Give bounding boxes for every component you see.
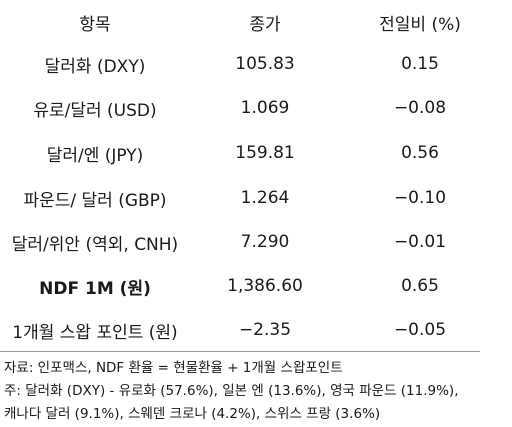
table-row: 달러화 (DXY) 105.83 0.15 [0, 42, 512, 86]
row-item: 파운드/ 달러 (GBP) [23, 190, 167, 211]
table-row: 파운드/ 달러 (GBP) 1.264 −0.10 [0, 176, 512, 220]
table-row: 달러/위안 (역외, CNH) 7.290 −0.01 [0, 220, 512, 264]
row-change: 0.56 [401, 143, 439, 163]
table-row: 1개월 스왑 포인트 (원) −2.35 −0.05 [0, 308, 512, 352]
row-close: 1.264 [240, 188, 290, 208]
row-close: 7.290 [240, 232, 290, 252]
row-change: −0.08 [393, 98, 447, 118]
table-row: 유로/달러 (USD) 1.069 −0.08 [0, 86, 512, 130]
row-change: −0.05 [393, 320, 447, 340]
table-row-highlight: NDF 1M (원) 1,386.60 0.65 [0, 264, 512, 308]
row-change: 0.15 [401, 54, 439, 74]
footnote-line-2: 캐나다 달러 (9.1%), 스웨덴 크로나 (4.2%), 스위스 프랑 (3… [4, 406, 381, 422]
row-change: 0.65 [401, 276, 439, 296]
source-note: 자료: 인포맥스, NDF 환율 = 현물환율 + 1개월 스왑포인트 [4, 360, 343, 376]
row-change: −0.10 [393, 188, 447, 208]
footnote-line-1: 주: 달러화 (DXY) - 유로화 (57.6%), 일본 엔 (13.6%)… [4, 383, 459, 399]
header-close: 종가 [249, 14, 281, 35]
table-row: 달러/엔 (JPY) 159.81 0.56 [0, 131, 512, 175]
row-item: 유로/달러 (USD) [33, 100, 157, 121]
row-close: −2.35 [238, 320, 292, 340]
row-close: 105.83 [235, 54, 295, 74]
row-item: 달러/엔 (JPY) [46, 145, 144, 166]
row-close: 1.069 [240, 98, 290, 118]
row-item: 1개월 스왑 포인트 (원) [12, 322, 178, 343]
row-item: NDF 1M (원) [39, 278, 151, 299]
header-item: 항목 [79, 14, 111, 35]
row-close: 1,386.60 [227, 276, 303, 296]
row-item: 달러화 (DXY) [44, 56, 146, 77]
table-bottom-rule [0, 351, 480, 352]
row-item: 달러/위안 (역외, CNH) [11, 234, 179, 255]
row-change: −0.01 [393, 232, 447, 252]
header-change: 전일비 (%) [379, 14, 461, 35]
table-header-row: 항목 종가 전일비 (%) [0, 0, 512, 44]
row-close: 159.81 [235, 143, 295, 163]
